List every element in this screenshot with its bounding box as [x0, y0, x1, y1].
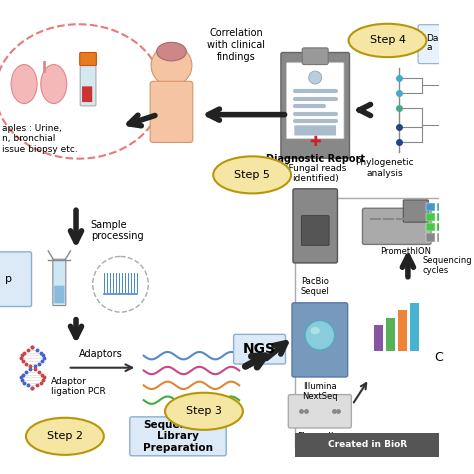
Ellipse shape [310, 327, 320, 334]
Ellipse shape [305, 320, 335, 350]
FancyBboxPatch shape [437, 233, 445, 242]
Text: a: a [427, 43, 432, 52]
FancyBboxPatch shape [281, 53, 349, 158]
FancyBboxPatch shape [418, 25, 450, 64]
FancyBboxPatch shape [286, 63, 344, 139]
FancyBboxPatch shape [437, 203, 445, 211]
Text: Adaptor
ligation PCR: Adaptor ligation PCR [51, 377, 106, 396]
FancyBboxPatch shape [302, 48, 328, 64]
FancyBboxPatch shape [82, 86, 92, 102]
Text: Phylogenetic
analysis: Phylogenetic analysis [356, 158, 414, 178]
Text: ✚: ✚ [310, 135, 321, 148]
Text: Da: Da [427, 34, 439, 43]
Text: Sequencing
Library
Preparation: Sequencing Library Preparation [143, 419, 213, 453]
Text: Adaptors: Adaptors [79, 349, 123, 359]
FancyBboxPatch shape [294, 125, 336, 136]
FancyBboxPatch shape [427, 203, 435, 211]
Text: aples : Urine,
n, bronchial
issue biopsy etc.: aples : Urine, n, bronchial issue biopsy… [2, 124, 78, 154]
FancyBboxPatch shape [234, 334, 285, 364]
Text: NGS: NGS [243, 342, 276, 356]
Ellipse shape [11, 64, 37, 103]
FancyBboxPatch shape [54, 286, 64, 303]
Text: (Fungal reads
identified): (Fungal reads identified) [284, 164, 346, 183]
Ellipse shape [157, 42, 186, 61]
Text: Illumina
NextSeq: Illumina NextSeq [302, 382, 337, 401]
Ellipse shape [26, 418, 104, 455]
FancyBboxPatch shape [293, 189, 337, 263]
Text: Step 2: Step 2 [47, 431, 83, 441]
Text: Step 4: Step 4 [370, 36, 405, 46]
FancyBboxPatch shape [437, 223, 445, 231]
Text: Correlation
with clinical
findings: Correlation with clinical findings [208, 28, 265, 62]
FancyBboxPatch shape [292, 303, 347, 377]
FancyBboxPatch shape [427, 233, 435, 242]
Ellipse shape [165, 393, 243, 430]
FancyBboxPatch shape [437, 213, 445, 221]
FancyBboxPatch shape [403, 200, 428, 222]
Text: p: p [5, 273, 12, 284]
FancyBboxPatch shape [288, 394, 351, 428]
Text: Flowcell: Flowcell [297, 432, 333, 441]
FancyBboxPatch shape [53, 259, 66, 306]
FancyBboxPatch shape [80, 55, 96, 106]
FancyBboxPatch shape [427, 213, 435, 221]
FancyBboxPatch shape [410, 303, 419, 351]
Text: Created in BioR: Created in BioR [328, 440, 407, 449]
FancyBboxPatch shape [150, 81, 193, 143]
Text: Diagnostic Report: Diagnostic Report [266, 155, 365, 164]
Circle shape [151, 45, 192, 86]
Ellipse shape [213, 156, 291, 193]
FancyBboxPatch shape [80, 53, 96, 65]
FancyBboxPatch shape [363, 208, 431, 245]
FancyBboxPatch shape [0, 252, 31, 307]
Text: C: C [434, 351, 443, 364]
Text: Step 5: Step 5 [234, 170, 270, 180]
FancyBboxPatch shape [386, 318, 395, 351]
FancyBboxPatch shape [130, 417, 226, 456]
Text: PacBio
Sequel: PacBio Sequel [301, 277, 329, 296]
Text: Sequencing
cycles: Sequencing cycles [423, 256, 473, 275]
FancyBboxPatch shape [427, 223, 435, 231]
FancyBboxPatch shape [398, 310, 407, 351]
Text: Step 3: Step 3 [186, 406, 222, 416]
Ellipse shape [348, 24, 427, 57]
FancyBboxPatch shape [295, 433, 439, 457]
Ellipse shape [41, 64, 67, 103]
Text: PromethION: PromethION [381, 247, 431, 256]
Text: Sample
processing: Sample processing [91, 220, 144, 241]
FancyBboxPatch shape [301, 216, 329, 246]
Circle shape [309, 71, 322, 84]
FancyBboxPatch shape [374, 325, 383, 351]
